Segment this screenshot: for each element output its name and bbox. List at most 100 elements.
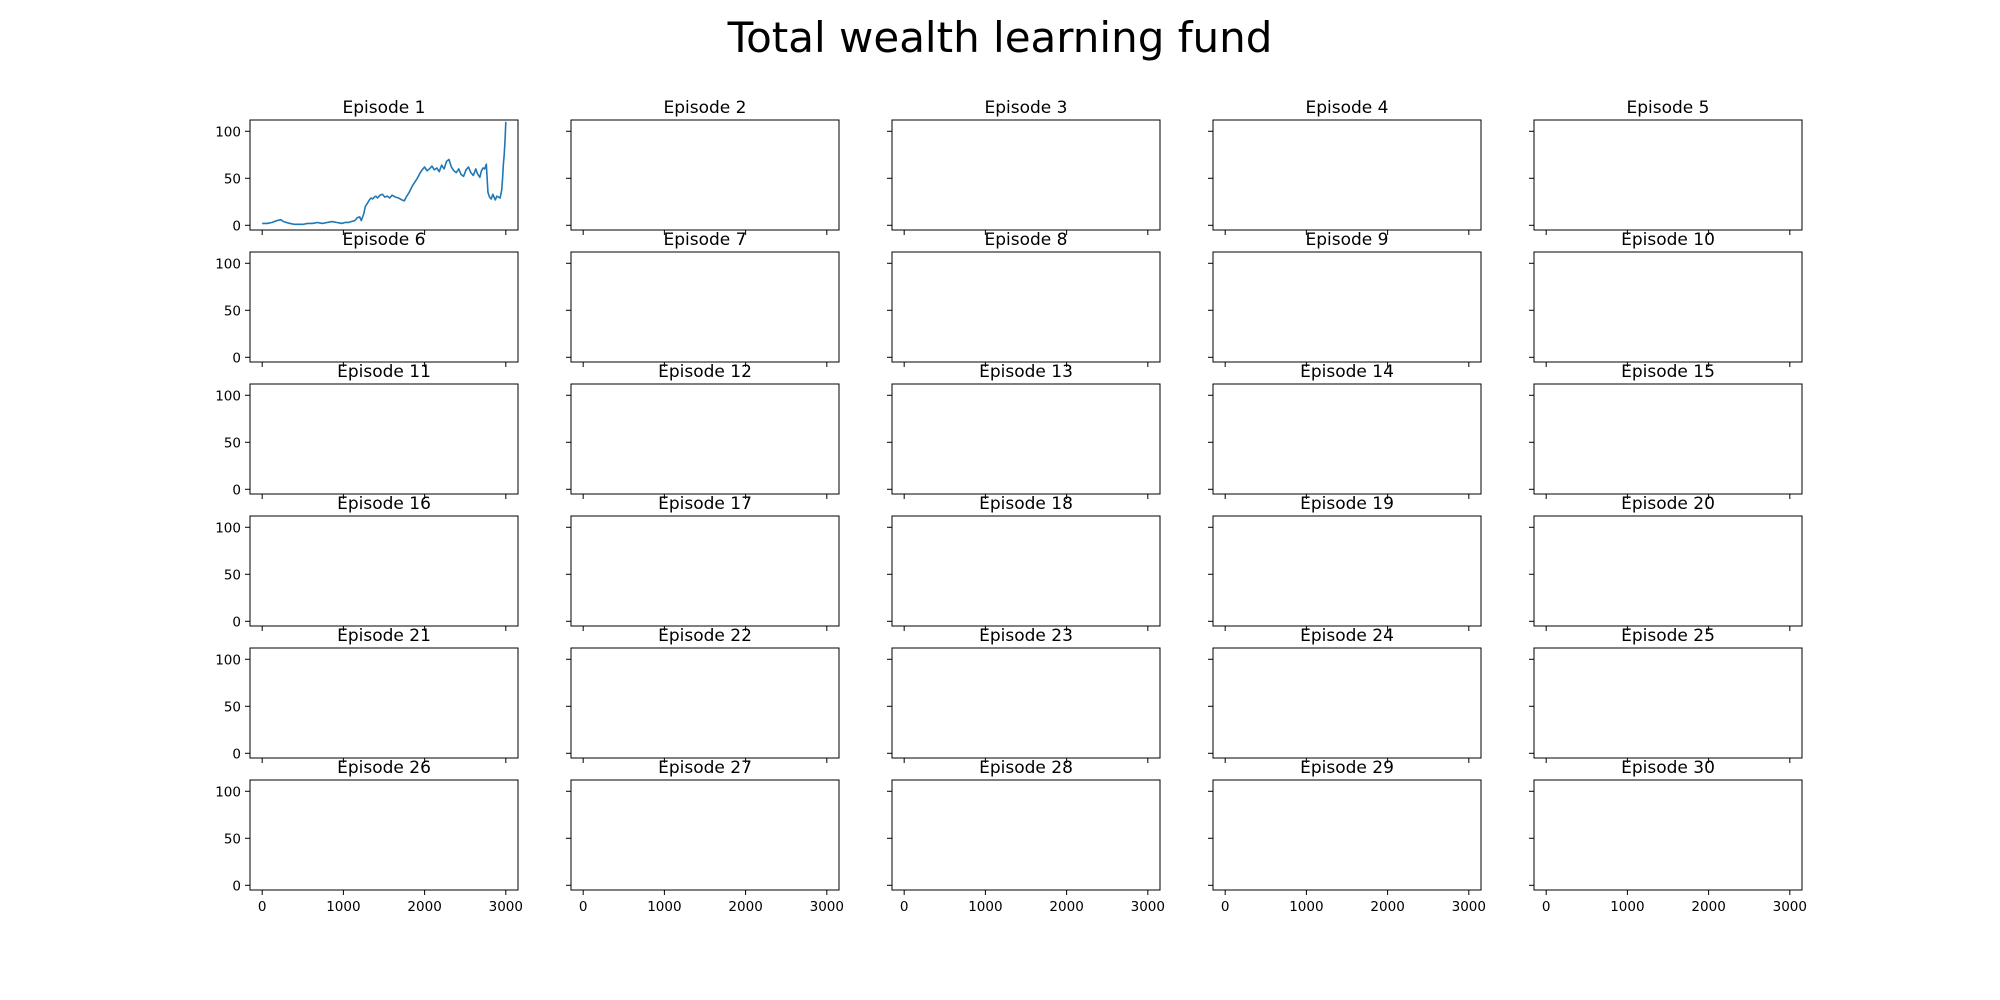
subplot-title: Episode 8 [985, 230, 1068, 250]
subplot-title: Episode 21 [337, 626, 431, 646]
y-tick-label: 0 [232, 218, 241, 234]
subplot-title: Episode 23 [979, 626, 1073, 646]
x-tick-label: 3000 [1452, 899, 1486, 915]
axes-frame [1533, 647, 1803, 759]
subplot-title: Episode 4 [1306, 98, 1389, 118]
axes-frame [1212, 383, 1482, 495]
subplot-title: Episode 18 [979, 494, 1073, 514]
y-tick-label: 100 [215, 520, 241, 536]
x-tick-label: 2000 [1370, 899, 1404, 915]
subplot-19: Episode 19 [1208, 494, 1482, 631]
subplot-25: Episode 25 [1529, 626, 1803, 763]
y-tick-label: 50 [224, 435, 241, 451]
x-tick-label: 2000 [407, 899, 441, 915]
x-tick-label: 0 [258, 899, 267, 915]
subplot-title: Episode 20 [1621, 494, 1715, 514]
axes-frame [1212, 251, 1482, 363]
subplot-11: Episode 11 0 50 100 [215, 362, 519, 499]
subplot-title: Episode 30 [1621, 758, 1715, 778]
subplot-title: Episode 10 [1621, 230, 1715, 250]
axes-frame [1533, 119, 1803, 231]
axes-frame [1212, 779, 1482, 891]
x-tick-label: 0 [579, 899, 588, 915]
subplot-3: Episode 3 [887, 98, 1161, 235]
subplot-9: Episode 9 [1208, 230, 1482, 367]
x-tick-label: 3000 [1773, 899, 1807, 915]
x-tick-label: 1000 [326, 899, 360, 915]
subplot-title: Episode 7 [664, 230, 747, 250]
axes-frame [1533, 251, 1803, 363]
axes-frame [1533, 779, 1803, 891]
subplot-title: Episode 25 [1621, 626, 1715, 646]
y-tick-label: 100 [215, 256, 241, 272]
axes-frame [249, 383, 519, 495]
subplot-title: Episode 2 [664, 98, 747, 118]
axes-frame [570, 515, 840, 627]
axes-frame [249, 647, 519, 759]
x-tick-label: 2000 [1691, 899, 1725, 915]
x-tick-label: 1000 [968, 899, 1002, 915]
subplot-title: Episode 28 [979, 758, 1073, 778]
y-tick-label: 100 [215, 124, 241, 140]
axes-frame [1533, 515, 1803, 627]
subplot-title: Episode 12 [658, 362, 752, 382]
subplot-20: Episode 20 [1529, 494, 1803, 631]
subplot-16: Episode 16 0 50 100 [215, 494, 519, 631]
axes-frame [570, 647, 840, 759]
axes-frame [570, 251, 840, 363]
subplot-30: Episode 30 0 1000 2000 3000 [1529, 758, 1807, 915]
y-tick-label: 0 [232, 350, 241, 366]
subplot-8: Episode 8 [887, 230, 1161, 367]
axes-frame [891, 647, 1161, 759]
subplot-title: Episode 26 [337, 758, 431, 778]
subplot-10: Episode 10 [1529, 230, 1803, 367]
y-tick-label: 0 [232, 746, 241, 762]
subplot-13: Episode 13 [887, 362, 1161, 499]
subplot-12: Episode 12 [566, 362, 840, 499]
subplot-title: Episode 11 [337, 362, 431, 382]
x-tick-label: 3000 [1131, 899, 1165, 915]
x-tick-label: 0 [1542, 899, 1551, 915]
subplot-title: Episode 5 [1627, 98, 1710, 118]
subplot-title: Episode 19 [1300, 494, 1394, 514]
axes-frame [249, 119, 519, 231]
axes-frame [570, 779, 840, 891]
subplot-15: Episode 15 [1529, 362, 1803, 499]
x-tick-label: 1000 [1289, 899, 1323, 915]
subplot-title: Episode 27 [658, 758, 752, 778]
axes-frame [891, 251, 1161, 363]
axes-frame [570, 383, 840, 495]
x-tick-label: 3000 [489, 899, 523, 915]
x-tick-label: 2000 [1049, 899, 1083, 915]
subplot-22: Episode 22 [566, 626, 840, 763]
y-tick-label: 50 [224, 567, 241, 583]
subplot-title: Episode 3 [985, 98, 1068, 118]
subplot-title: Episode 14 [1300, 362, 1394, 382]
subplot-4: Episode 4 [1208, 98, 1482, 235]
subplot-title: Episode 15 [1621, 362, 1715, 382]
axes-frame [891, 383, 1161, 495]
x-tick-label: 1000 [647, 899, 681, 915]
x-tick-label: 3000 [810, 899, 844, 915]
axes-frame [1212, 647, 1482, 759]
subplot-1: Episode 1 0 50 100 [215, 98, 519, 235]
subplot-29: Episode 29 0 1000 2000 3000 [1208, 758, 1486, 915]
subplot-5: Episode 5 [1529, 98, 1803, 235]
figure-title: Total wealth learning fund [727, 13, 1273, 62]
x-tick-label: 0 [900, 899, 909, 915]
axes-frame [1212, 515, 1482, 627]
subplot-title: Episode 9 [1306, 230, 1389, 250]
subplot-7: Episode 7 [566, 230, 840, 367]
subplot-14: Episode 14 [1208, 362, 1482, 499]
y-tick-label: 0 [232, 482, 241, 498]
axes-frame [249, 779, 519, 891]
subplot-title: Episode 1 [343, 98, 426, 118]
axes-frame [1212, 119, 1482, 231]
axes-frame [891, 515, 1161, 627]
subplot-title: Episode 22 [658, 626, 752, 646]
axes-frame [570, 119, 840, 231]
subplot-21: Episode 21 0 50 100 [215, 626, 519, 763]
